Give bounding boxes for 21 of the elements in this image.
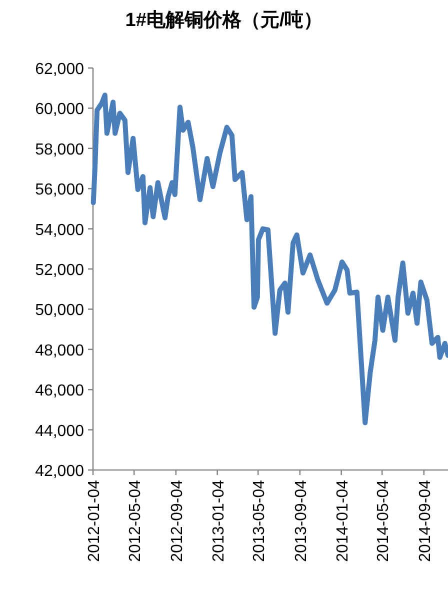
y-tick-label: 46,000 [35,382,84,400]
y-tick-label: 54,000 [35,222,84,239]
y-tick-label: 58,000 [35,141,84,158]
y-tick-label: 44,000 [35,422,84,440]
y-tick-label: 42,000 [35,463,84,480]
x-tick-label: 2014-01-04 [334,480,352,562]
y-tick-label: 60,000 [35,101,84,118]
x-tick-label: 2014-09-04 [416,480,434,562]
x-tick-label: 2013-09-04 [292,480,310,562]
chart-title: 1#电解铜价格（元/吨） [125,9,323,31]
x-tick-label: 2013-05-04 [251,480,268,562]
x-tick-label: 2012-05-04 [127,480,144,562]
y-tick-label: 52,000 [35,262,84,279]
x-tick-label: 2012-09-04 [168,480,186,562]
x-tick-label: 2014-05-04 [375,480,392,562]
y-tick-label: 50,000 [35,302,84,320]
y-tick-label: 48,000 [35,342,84,360]
y-tick-label: 56,000 [35,182,84,199]
x-tick-label: 2012-01-04 [86,480,103,562]
x-tick-label: 2013-01-04 [210,480,228,562]
y-tick-label: 62,000 [35,61,84,78]
